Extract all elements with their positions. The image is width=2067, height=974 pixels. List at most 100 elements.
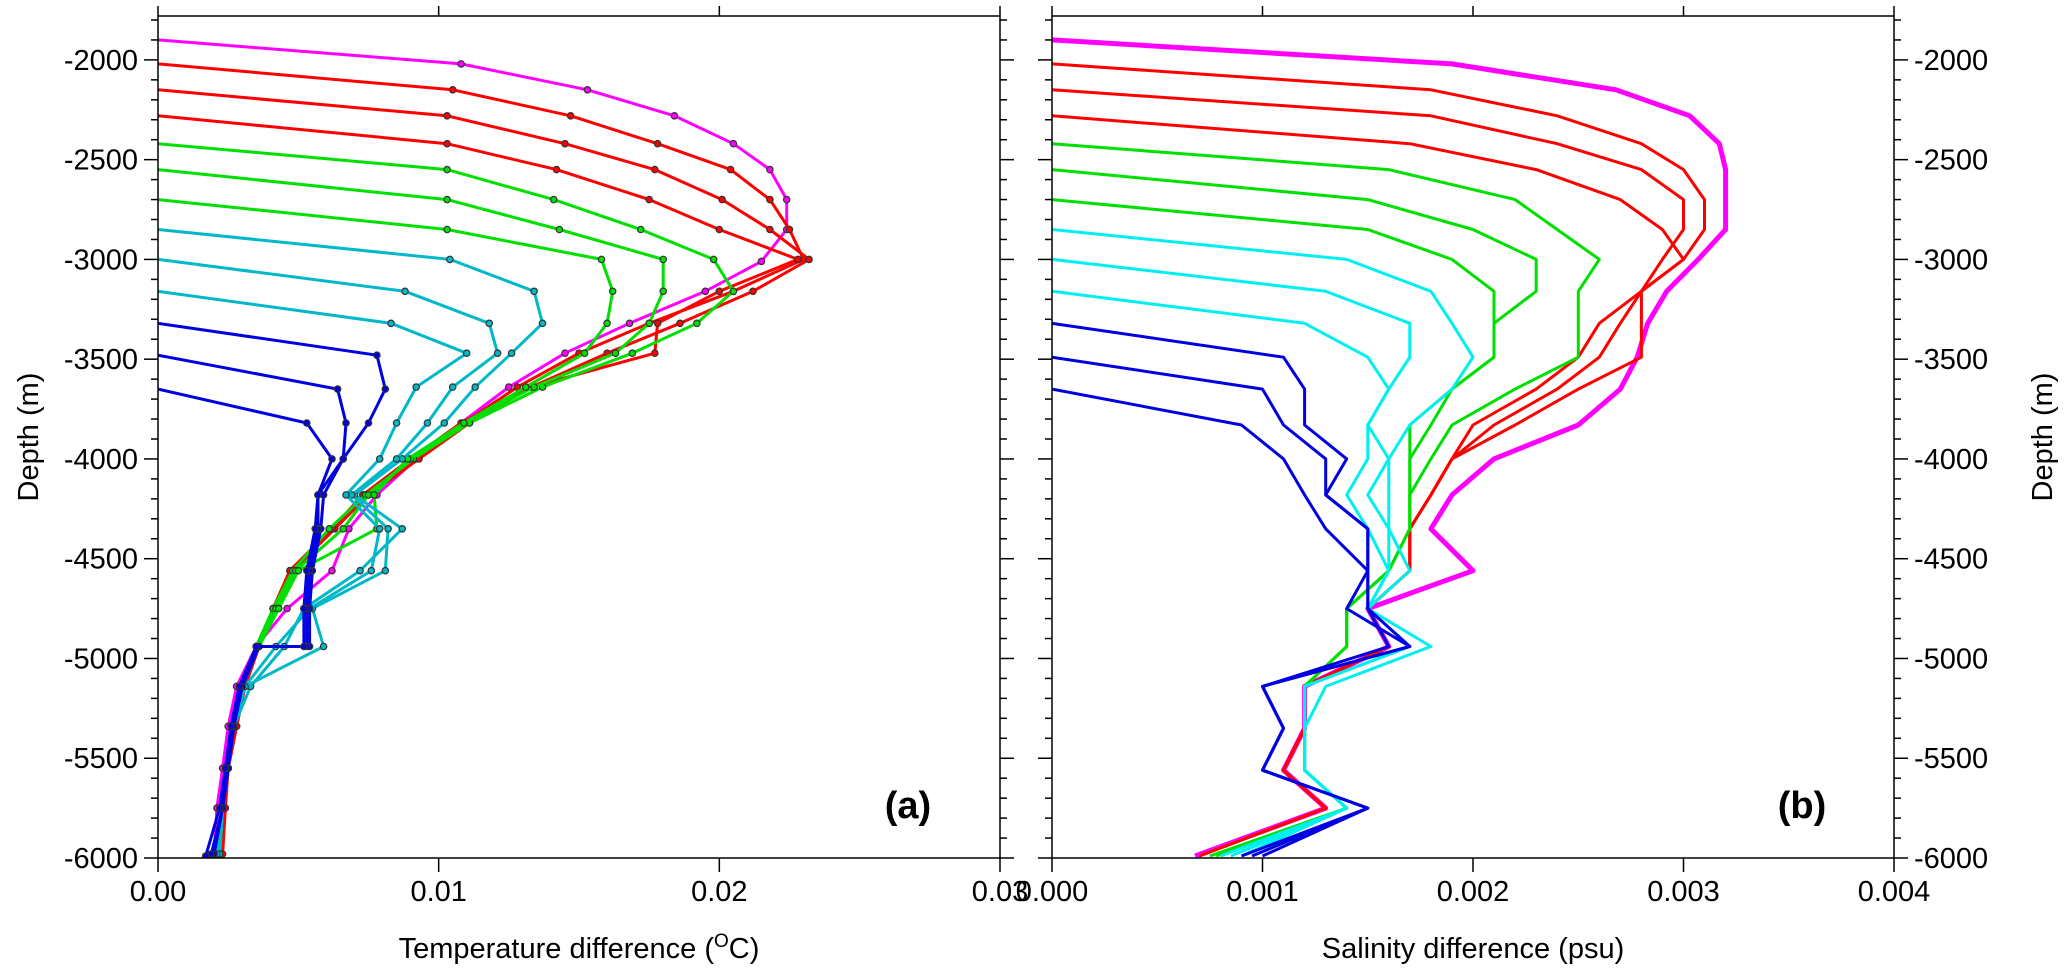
x-tick-label: 0.03	[972, 876, 1028, 908]
data-marker	[401, 287, 409, 296]
data-marker	[507, 349, 516, 358]
data-marker	[339, 455, 348, 463]
data-marker	[597, 255, 606, 264]
axis-ticks	[144, 6, 1014, 872]
data-marker	[485, 319, 494, 328]
data-marker	[370, 491, 378, 499]
series-line-run-1	[1052, 37, 1729, 858]
data-marker	[611, 349, 620, 358]
y-tick-label: -4000	[64, 444, 138, 476]
data-marker	[373, 351, 381, 360]
x-tick-label: 0.004	[1858, 876, 1931, 908]
y-tick-label: -5000	[64, 643, 138, 675]
y-tick-label: -4500	[1914, 544, 1988, 576]
data-marker	[521, 383, 530, 391]
data-marker	[766, 195, 774, 204]
panel-label: (a)	[885, 785, 931, 827]
data-marker	[333, 385, 342, 393]
y-axis-title: Depth (m)	[2027, 373, 2059, 502]
data-marker	[221, 764, 230, 773]
data-marker	[448, 86, 457, 94]
y-tick-label: -6000	[1914, 843, 1988, 875]
x-tick-label: 0.002	[1437, 876, 1510, 908]
data-marker	[625, 319, 634, 328]
series-line-run-10	[1052, 289, 1412, 858]
data-marker	[549, 195, 558, 204]
data-marker	[709, 255, 718, 264]
data-marker	[757, 257, 766, 266]
y-tick-label: -3500	[1914, 344, 1988, 376]
data-marker	[530, 287, 538, 296]
data-marker	[659, 287, 668, 296]
series-line-run-13	[158, 387, 334, 857]
x-axis-title: Temperature difference (OC)	[399, 931, 760, 965]
data-marker	[805, 255, 813, 264]
data-marker	[782, 195, 791, 204]
x-tick-label: 0.003	[1647, 876, 1720, 908]
y-tick-label: -4000	[1914, 444, 1988, 476]
series-line-run-13	[1052, 387, 1391, 858]
y-tick-label: -2500	[1914, 145, 1988, 177]
data-marker	[446, 255, 454, 264]
data-marker	[504, 383, 513, 391]
x-axis-title-superscript: O	[714, 931, 729, 952]
data-marker	[676, 319, 684, 328]
series-line-run-2	[1052, 62, 1706, 858]
data-marker	[653, 139, 662, 148]
data-marker	[566, 112, 575, 120]
x-axis-title: Salinity difference (psu)	[1322, 933, 1625, 965]
data-marker	[300, 604, 308, 613]
data-marker	[364, 419, 373, 427]
data-marker	[538, 319, 547, 328]
data-marker	[367, 566, 376, 575]
data-marker	[659, 255, 668, 264]
data-marker	[342, 419, 350, 427]
data-marker	[645, 319, 654, 328]
x-tick-label: 0.01	[410, 876, 466, 908]
x-axis-title-prefix: Temperature difference (	[399, 933, 715, 965]
data-marker	[314, 491, 322, 499]
data-marker	[342, 491, 350, 499]
data-marker	[294, 566, 303, 575]
y-tick-label: -2000	[1914, 45, 1988, 77]
data-marker	[650, 165, 659, 174]
series-group	[158, 38, 813, 858]
data-marker	[670, 112, 679, 120]
data-marker	[628, 349, 637, 358]
data-marker	[693, 319, 701, 328]
data-marker	[274, 604, 283, 613]
data-marker	[443, 139, 451, 148]
data-marker	[766, 225, 774, 234]
data-marker	[460, 419, 468, 427]
data-marker	[718, 195, 726, 204]
panel-a: -6000 -5500 -5000 -4500 -4000 -3500 -3000 -2500…	[13, 6, 1028, 965]
data-marker	[328, 455, 336, 463]
data-marker	[552, 165, 561, 174]
y-tick-label: -4500	[64, 544, 138, 576]
x-tick-label: 0.001	[1226, 876, 1299, 908]
series-line-run-6	[158, 168, 665, 855]
data-marker	[392, 455, 401, 463]
data-marker	[493, 349, 502, 358]
y-tick-label: -3500	[64, 344, 138, 376]
x-tick-label: 0.00	[130, 876, 186, 908]
series-line-run-11	[1052, 321, 1412, 858]
data-marker	[603, 319, 611, 328]
y-tick-label: -5500	[64, 743, 138, 775]
data-marker	[653, 319, 662, 328]
x-tick-label: 0.000	[1016, 876, 1089, 908]
y-axis-title: Depth (m)	[13, 373, 45, 502]
axis-ticks	[1038, 6, 1908, 872]
data-marker	[645, 195, 654, 204]
data-marker	[375, 524, 384, 533]
data-marker	[392, 419, 401, 427]
y-tick-label: -2500	[64, 145, 138, 177]
data-marker	[729, 139, 738, 148]
data-marker	[339, 524, 348, 533]
data-marker	[227, 722, 235, 731]
y-tick-label: -6000	[64, 843, 138, 875]
data-marker	[443, 112, 451, 120]
data-marker	[471, 383, 480, 391]
data-marker	[794, 255, 802, 264]
